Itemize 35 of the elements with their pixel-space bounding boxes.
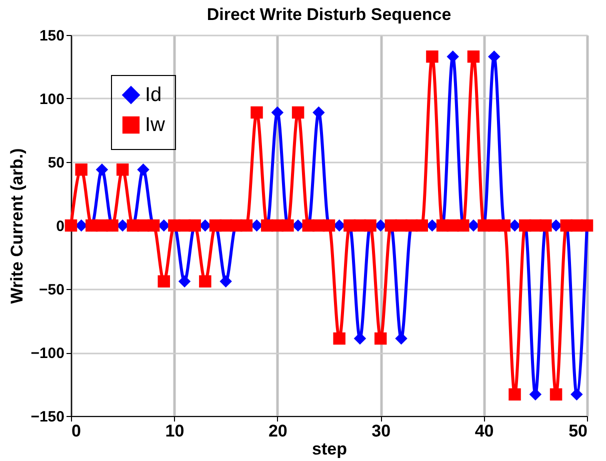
x-tick-label: 50 [568,422,588,440]
point [220,275,232,288]
y-tick-label: 0 [56,218,64,235]
x-tick-label: 40 [474,422,494,440]
y-tick-label: −100 [30,345,64,362]
y-tick-label: −50 [39,282,64,298]
y-tick-label: 50 [48,154,64,172]
x-tick-label: 30 [372,422,391,440]
point [137,163,150,176]
point [158,275,170,288]
y-axis-title: Write Current (arb.) [8,148,27,304]
point [374,332,387,345]
point [333,332,346,345]
point [178,275,191,288]
point [508,388,521,401]
point [199,275,212,288]
point [116,163,129,176]
point [426,50,438,63]
point [467,50,480,63]
x-tick-label: 0 [72,422,81,440]
legend-label: Id [145,84,162,106]
x-tick-label: 20 [268,422,288,440]
y-tick-label: −150 [30,408,64,426]
x-tick-label: 10 [165,422,184,440]
y-tick-label: 100 [39,91,64,108]
chart-title: Direct Write Disturb Sequence [206,5,452,24]
point [250,106,263,119]
point [550,388,562,401]
point [75,163,88,176]
point [96,163,108,176]
x-axis-title: step [312,440,347,458]
point [292,106,304,119]
legend-label: Iw [145,114,166,136]
y-tick-label: 150 [39,28,64,44]
point [570,388,583,401]
